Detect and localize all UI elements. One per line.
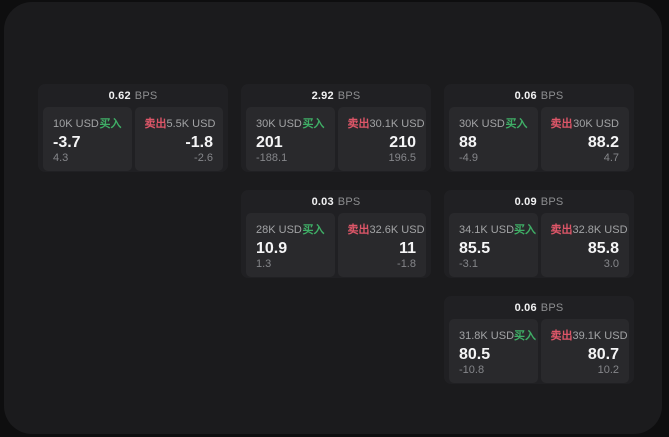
- buy-panel[interactable]: 31.8K USD 买入 80.5 -10.8: [449, 319, 538, 383]
- spread-header: 0.09 BPS: [444, 190, 634, 213]
- buy-price: 10.9: [256, 240, 288, 257]
- quote-card[interactable]: 0.06 BPS 31.8K USD 买入 80.5 -10.8 卖出 39.1…: [444, 296, 634, 384]
- spread-unit: BPS: [540, 301, 564, 314]
- quote-card[interactable]: 0.03 BPS 28K USD 买入 10.9 1.3 卖出 32.6K US…: [241, 190, 431, 278]
- quote-card[interactable]: 0.09 BPS 34.1K USD 买入 85.5 -3.1 卖出 32.8K…: [444, 190, 634, 278]
- sell-panel[interactable]: 卖出 39.1K USD 80.7 10.2: [540, 319, 629, 383]
- buy-panel[interactable]: 34.1K USD 买入 85.5 -3.1: [449, 213, 538, 277]
- buy-price: 80.5: [459, 346, 491, 363]
- buy-label: 买入: [302, 224, 325, 236]
- spread-unit: BPS: [134, 89, 158, 102]
- buy-change: -10.8: [459, 363, 485, 376]
- buy-price: -3.7: [53, 134, 81, 151]
- spread-unit: BPS: [337, 89, 361, 102]
- spread-header: 0.06 BPS: [444, 84, 634, 107]
- buy-panel[interactable]: 28K USD 买入 10.9 1.3: [246, 213, 335, 277]
- buy-size: 30K USD: [256, 118, 302, 130]
- buy-change: -4.9: [459, 151, 478, 164]
- sell-price: 88.2: [587, 134, 619, 151]
- buy-panel[interactable]: 30K USD 买入 88 -4.9: [449, 107, 538, 171]
- buy-size: 31.8K USD: [459, 330, 515, 342]
- sell-size: 30K USD: [573, 118, 619, 130]
- buy-label: 买入: [302, 118, 325, 130]
- spread-unit: BPS: [540, 89, 564, 102]
- spread-value: 0.09: [514, 195, 537, 208]
- sell-change: -1.8: [397, 257, 416, 270]
- spread-unit: BPS: [540, 195, 564, 208]
- quote-card[interactable]: 0.06 BPS 30K USD 买入 88 -4.9 卖出 30K USD: [444, 84, 634, 172]
- buy-label: 买入: [514, 330, 537, 342]
- sell-change: -2.6: [194, 151, 213, 164]
- sell-panel[interactable]: 卖出 30K USD 88.2 4.7: [540, 107, 629, 171]
- sell-panel[interactable]: 卖出 32.8K USD 85.8 3.0: [540, 213, 629, 277]
- sell-change: 196.5: [388, 151, 416, 164]
- buy-size: 10K USD: [53, 118, 99, 130]
- sell-label: 卖出: [550, 118, 573, 130]
- spread-value: 0.06: [514, 89, 537, 102]
- quote-grid: 0.62 BPS 10K USD 买入 -3.7 4.3 卖出 5.5K USD: [38, 84, 634, 384]
- spread-header: 0.62 BPS: [38, 84, 228, 107]
- sell-size: 32.8K USD: [572, 224, 628, 236]
- sell-size: 30.1K USD: [369, 118, 425, 130]
- quote-board: 0.62 BPS 10K USD 买入 -3.7 4.3 卖出 5.5K USD: [4, 2, 662, 434]
- sell-price: -1.8: [185, 134, 213, 151]
- sell-panel[interactable]: 卖出 30.1K USD 210 196.5: [337, 107, 426, 171]
- sell-size: 39.1K USD: [572, 330, 628, 342]
- spread-value: 0.06: [514, 301, 537, 314]
- buy-change: -188.1: [256, 151, 288, 164]
- buy-price: 201: [256, 134, 283, 151]
- spread-value: 0.03: [311, 195, 334, 208]
- buy-label: 买入: [514, 224, 537, 236]
- spread-value: 2.92: [311, 89, 334, 102]
- buy-size: 30K USD: [459, 118, 505, 130]
- sell-label: 卖出: [144, 118, 167, 130]
- sell-change: 3.0: [603, 257, 619, 270]
- sell-panel[interactable]: 卖出 32.6K USD 11 -1.8: [337, 213, 426, 277]
- spread-header: 0.06 BPS: [444, 296, 634, 319]
- buy-change: 1.3: [256, 257, 272, 270]
- spread-header: 0.03 BPS: [241, 190, 431, 213]
- sell-label: 卖出: [347, 224, 370, 236]
- quote-card[interactable]: 0.62 BPS 10K USD 买入 -3.7 4.3 卖出 5.5K USD: [38, 84, 228, 172]
- spread-unit: BPS: [337, 195, 361, 208]
- sell-change: 10.2: [597, 363, 619, 376]
- buy-label: 买入: [505, 118, 528, 130]
- quote-card[interactable]: 2.92 BPS 30K USD 买入 201 -188.1 卖出 30.1K …: [241, 84, 431, 172]
- sell-price: 210: [389, 134, 416, 151]
- sell-price: 11: [399, 240, 416, 257]
- buy-size: 34.1K USD: [459, 224, 515, 236]
- sell-label: 卖出: [550, 224, 573, 236]
- buy-panel[interactable]: 10K USD 买入 -3.7 4.3: [43, 107, 132, 171]
- sell-price: 80.7: [587, 346, 619, 363]
- buy-price: 85.5: [459, 240, 491, 257]
- buy-size: 28K USD: [256, 224, 302, 236]
- buy-panel[interactable]: 30K USD 买入 201 -188.1: [246, 107, 335, 171]
- sell-price: 85.8: [587, 240, 619, 257]
- buy-price: 88: [459, 134, 477, 151]
- sell-label: 卖出: [347, 118, 370, 130]
- spread-value: 0.62: [108, 89, 131, 102]
- spread-header: 2.92 BPS: [241, 84, 431, 107]
- buy-change: -3.1: [459, 257, 478, 270]
- sell-size: 5.5K USD: [166, 118, 216, 130]
- buy-change: 4.3: [53, 151, 69, 164]
- sell-size: 32.6K USD: [369, 224, 425, 236]
- sell-change: 4.7: [603, 151, 619, 164]
- sell-panel[interactable]: 卖出 5.5K USD -1.8 -2.6: [134, 107, 223, 171]
- sell-label: 卖出: [550, 330, 573, 342]
- buy-label: 买入: [99, 118, 122, 130]
